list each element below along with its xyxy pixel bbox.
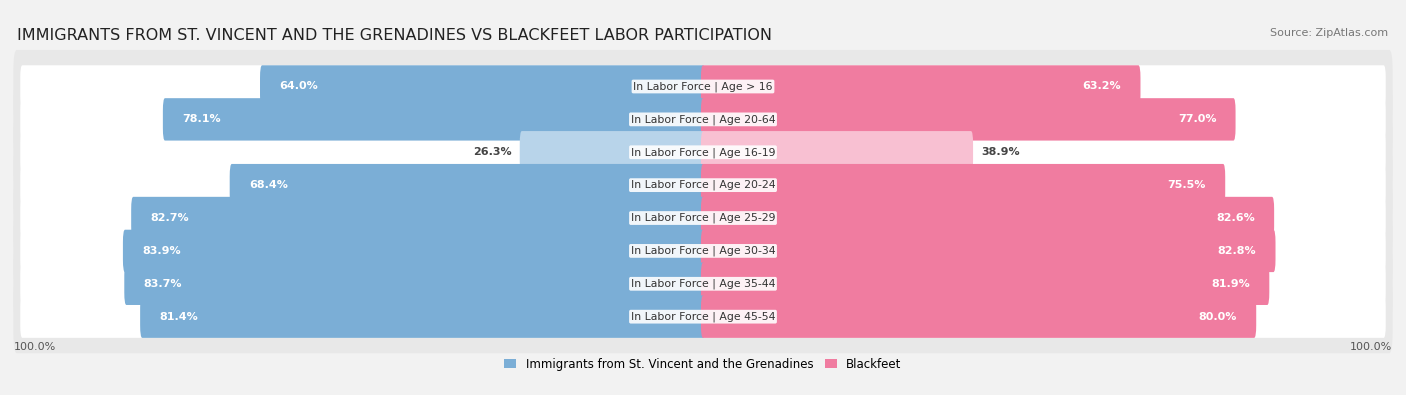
Text: In Labor Force | Age 16-19: In Labor Force | Age 16-19 [631, 147, 775, 158]
FancyBboxPatch shape [14, 149, 1392, 222]
Text: Source: ZipAtlas.com: Source: ZipAtlas.com [1270, 28, 1388, 38]
FancyBboxPatch shape [14, 214, 1392, 288]
Text: In Labor Force | Age 20-64: In Labor Force | Age 20-64 [631, 114, 775, 125]
FancyBboxPatch shape [14, 83, 1392, 156]
FancyBboxPatch shape [702, 164, 1225, 206]
FancyBboxPatch shape [163, 98, 704, 141]
Text: 75.5%: 75.5% [1167, 180, 1206, 190]
FancyBboxPatch shape [20, 164, 704, 206]
FancyBboxPatch shape [702, 98, 1386, 141]
Text: 82.7%: 82.7% [150, 213, 188, 223]
Text: 77.0%: 77.0% [1178, 115, 1216, 124]
FancyBboxPatch shape [20, 98, 704, 141]
FancyBboxPatch shape [702, 197, 1386, 239]
FancyBboxPatch shape [20, 295, 704, 338]
FancyBboxPatch shape [14, 116, 1392, 189]
FancyBboxPatch shape [702, 98, 1236, 141]
FancyBboxPatch shape [702, 164, 1386, 206]
Text: In Labor Force | Age 20-24: In Labor Force | Age 20-24 [631, 180, 775, 190]
FancyBboxPatch shape [20, 263, 704, 305]
FancyBboxPatch shape [20, 65, 704, 108]
FancyBboxPatch shape [702, 197, 1274, 239]
Text: 81.9%: 81.9% [1211, 279, 1250, 289]
FancyBboxPatch shape [260, 65, 704, 108]
FancyBboxPatch shape [131, 197, 704, 239]
FancyBboxPatch shape [122, 230, 704, 272]
Text: 80.0%: 80.0% [1198, 312, 1237, 322]
FancyBboxPatch shape [702, 295, 1256, 338]
FancyBboxPatch shape [702, 295, 1386, 338]
FancyBboxPatch shape [702, 263, 1386, 305]
Text: 83.9%: 83.9% [142, 246, 181, 256]
FancyBboxPatch shape [702, 131, 973, 173]
FancyBboxPatch shape [14, 247, 1392, 320]
Text: 78.1%: 78.1% [183, 115, 221, 124]
Text: 83.7%: 83.7% [143, 279, 183, 289]
FancyBboxPatch shape [20, 197, 704, 239]
FancyBboxPatch shape [702, 263, 1270, 305]
Text: 68.4%: 68.4% [249, 180, 288, 190]
FancyBboxPatch shape [14, 280, 1392, 353]
Text: 100.0%: 100.0% [14, 342, 56, 352]
Text: 82.6%: 82.6% [1216, 213, 1254, 223]
Text: IMMIGRANTS FROM ST. VINCENT AND THE GRENADINES VS BLACKFEET LABOR PARTICIPATION: IMMIGRANTS FROM ST. VINCENT AND THE GREN… [17, 28, 772, 43]
Text: In Labor Force | Age 30-34: In Labor Force | Age 30-34 [631, 246, 775, 256]
FancyBboxPatch shape [702, 65, 1386, 108]
FancyBboxPatch shape [702, 131, 1386, 173]
Text: In Labor Force | Age > 16: In Labor Force | Age > 16 [633, 81, 773, 92]
Text: 63.2%: 63.2% [1083, 81, 1121, 92]
Text: In Labor Force | Age 35-44: In Labor Force | Age 35-44 [631, 278, 775, 289]
FancyBboxPatch shape [20, 230, 704, 272]
Text: 64.0%: 64.0% [280, 81, 318, 92]
Text: 26.3%: 26.3% [472, 147, 512, 157]
FancyBboxPatch shape [14, 50, 1392, 123]
FancyBboxPatch shape [141, 295, 704, 338]
FancyBboxPatch shape [702, 230, 1386, 272]
Text: In Labor Force | Age 25-29: In Labor Force | Age 25-29 [631, 213, 775, 223]
Text: 81.4%: 81.4% [159, 312, 198, 322]
Legend: Immigrants from St. Vincent and the Grenadines, Blackfeet: Immigrants from St. Vincent and the Gren… [499, 353, 907, 375]
FancyBboxPatch shape [702, 230, 1275, 272]
FancyBboxPatch shape [520, 131, 704, 173]
FancyBboxPatch shape [229, 164, 704, 206]
Text: In Labor Force | Age 45-54: In Labor Force | Age 45-54 [631, 311, 775, 322]
FancyBboxPatch shape [14, 181, 1392, 254]
FancyBboxPatch shape [124, 263, 704, 305]
FancyBboxPatch shape [702, 65, 1140, 108]
Text: 38.9%: 38.9% [981, 147, 1019, 157]
Text: 100.0%: 100.0% [1350, 342, 1392, 352]
Text: 82.8%: 82.8% [1218, 246, 1256, 256]
FancyBboxPatch shape [20, 131, 704, 173]
